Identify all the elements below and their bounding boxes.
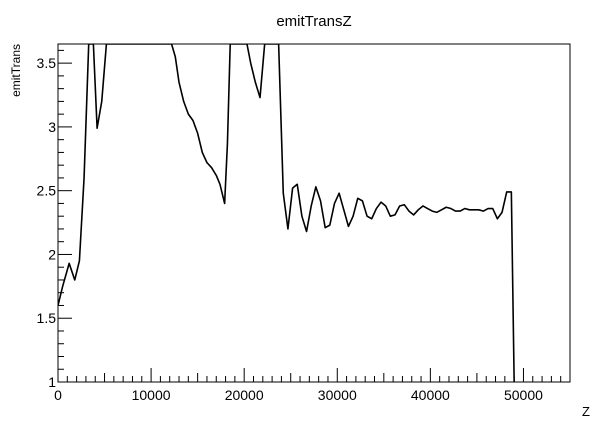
x-tick-label: 30000: [318, 387, 357, 403]
series-line: [58, 44, 515, 382]
x-tick-label: 0: [54, 387, 62, 403]
y-tick-label: 2: [48, 246, 56, 262]
y-tick-label: 3.5: [37, 55, 57, 71]
x-axis: 0 10000 20000 30000 40000 50000: [54, 368, 571, 403]
y-tick-label: 3: [48, 119, 56, 135]
y-axis: 1 1.5 2 2.5 3 3.5: [37, 49, 72, 390]
x-tick-label: 50000: [504, 387, 543, 403]
y-tick-label: 1: [48, 374, 56, 390]
y-axis-label: emitTrans: [9, 44, 23, 97]
y-tick-label: 2.5: [37, 183, 57, 199]
plot-frame: [57, 43, 571, 383]
x-axis-label: Z: [582, 404, 590, 419]
y-tick-label: 1.5: [37, 310, 57, 326]
x-tick-label: 40000: [411, 387, 450, 403]
chart-title: emitTransZ: [276, 13, 351, 30]
x-tick-label: 20000: [225, 387, 264, 403]
x-tick-label: 10000: [132, 387, 171, 403]
